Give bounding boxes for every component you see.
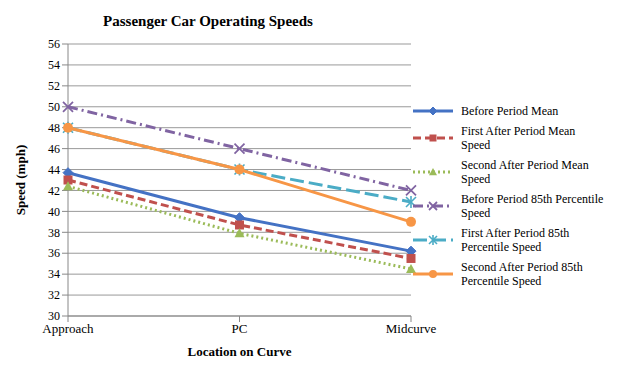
html-text:First After Period Mean Speed: First After Period Mean Speed [461,123,576,152]
html-text:Second After Period 85th Perce: Second After Period 85th Percentile Spee… [461,259,583,288]
svg-text:Speed (mph): Speed (mph) [13,145,28,215]
svg-text:44: 44 [48,163,60,177]
svg-text:42: 42 [48,184,60,198]
svg-text:36: 36 [48,246,60,260]
svg-text:54: 54 [48,58,60,72]
html-text:Second After Period Mean Speed: Second After Period Mean Speed [461,157,589,186]
svg-text:30: 30 [48,309,60,323]
svg-text:38: 38 [48,226,60,240]
html-text:First After Period 85th Percen: First After Period 85th Percentile Speed [461,225,570,254]
svg-text:32: 32 [48,288,60,302]
svg-text:Approach: Approach [42,321,94,336]
svg-text:34: 34 [48,267,60,281]
svg-text:52: 52 [48,79,60,93]
svg-text:50: 50 [48,100,60,114]
html-text:Passenger Car Operating Speeds: Passenger Car Operating Speeds [103,13,313,29]
svg-text:Location on Curve: Location on Curve [188,344,292,359]
html-text:Before Period Mean: Before Period Mean [461,103,559,118]
svg-text:PC: PC [232,321,248,336]
svg-text:56: 56 [48,37,60,51]
svg-text:Midcurve: Midcurve [386,321,437,336]
svg-text:40: 40 [48,205,60,219]
html-text:Before Period 85th Percentile: Before Period 85th Percentile Speed [461,191,604,220]
svg-text:46: 46 [48,142,60,156]
svg-text:48: 48 [48,121,60,135]
